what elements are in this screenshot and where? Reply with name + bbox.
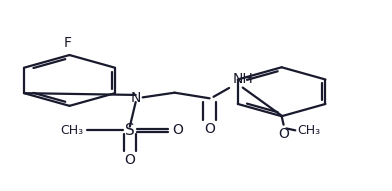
Text: O: O [204,122,215,136]
Text: F: F [64,36,72,50]
Text: CH₃: CH₃ [60,124,83,137]
Text: O: O [172,123,183,137]
Text: O: O [124,153,135,167]
Text: O: O [278,127,289,141]
Text: NH: NH [233,72,254,86]
Text: S: S [125,123,135,138]
Text: CH₃: CH₃ [297,124,320,137]
Text: N: N [131,91,141,105]
